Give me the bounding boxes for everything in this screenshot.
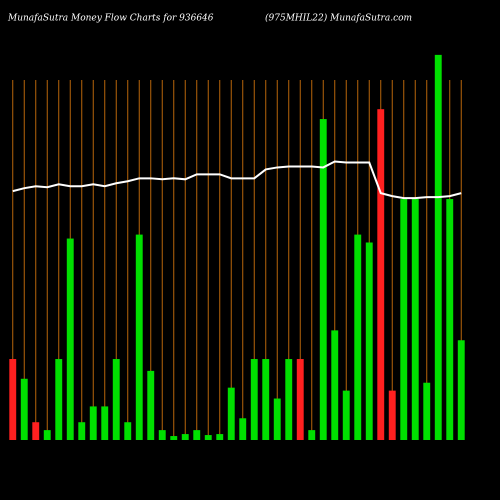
bar xyxy=(400,199,408,440)
bar xyxy=(78,422,86,440)
bar xyxy=(457,340,465,440)
chart-title: MunafaSutra Money Flow Charts for 936646 xyxy=(7,14,214,24)
bar xyxy=(204,435,212,440)
bar xyxy=(434,54,442,440)
bar xyxy=(377,109,385,440)
bar xyxy=(55,359,63,440)
bar xyxy=(262,359,270,440)
line xyxy=(12,160,462,200)
bar xyxy=(101,406,109,440)
bar xyxy=(273,398,281,440)
bar xyxy=(112,359,120,440)
bar xyxy=(43,430,51,440)
bar xyxy=(285,359,293,440)
bar xyxy=(124,422,132,440)
bar xyxy=(423,382,431,440)
bar xyxy=(227,387,235,440)
bar xyxy=(354,234,362,440)
bar xyxy=(158,430,166,440)
bar xyxy=(20,378,28,440)
bar xyxy=(239,418,247,440)
bar xyxy=(89,406,97,440)
bar xyxy=(147,370,155,440)
bar xyxy=(170,436,178,440)
bar xyxy=(9,359,17,440)
bar xyxy=(388,390,396,440)
bar xyxy=(446,199,454,440)
bar xyxy=(32,422,40,440)
bar xyxy=(411,199,419,440)
chart-subtitle: (975MHIL22) MunafaSutra.com xyxy=(265,13,412,24)
bar xyxy=(66,238,74,440)
bar xyxy=(365,242,373,440)
bar xyxy=(135,234,143,440)
bar xyxy=(319,119,327,440)
bar xyxy=(250,359,258,440)
bar xyxy=(181,434,189,440)
bar xyxy=(193,430,201,440)
bar xyxy=(308,430,316,440)
bar xyxy=(342,390,350,440)
bar xyxy=(296,359,304,440)
bar xyxy=(331,330,339,440)
bar xyxy=(216,434,224,440)
